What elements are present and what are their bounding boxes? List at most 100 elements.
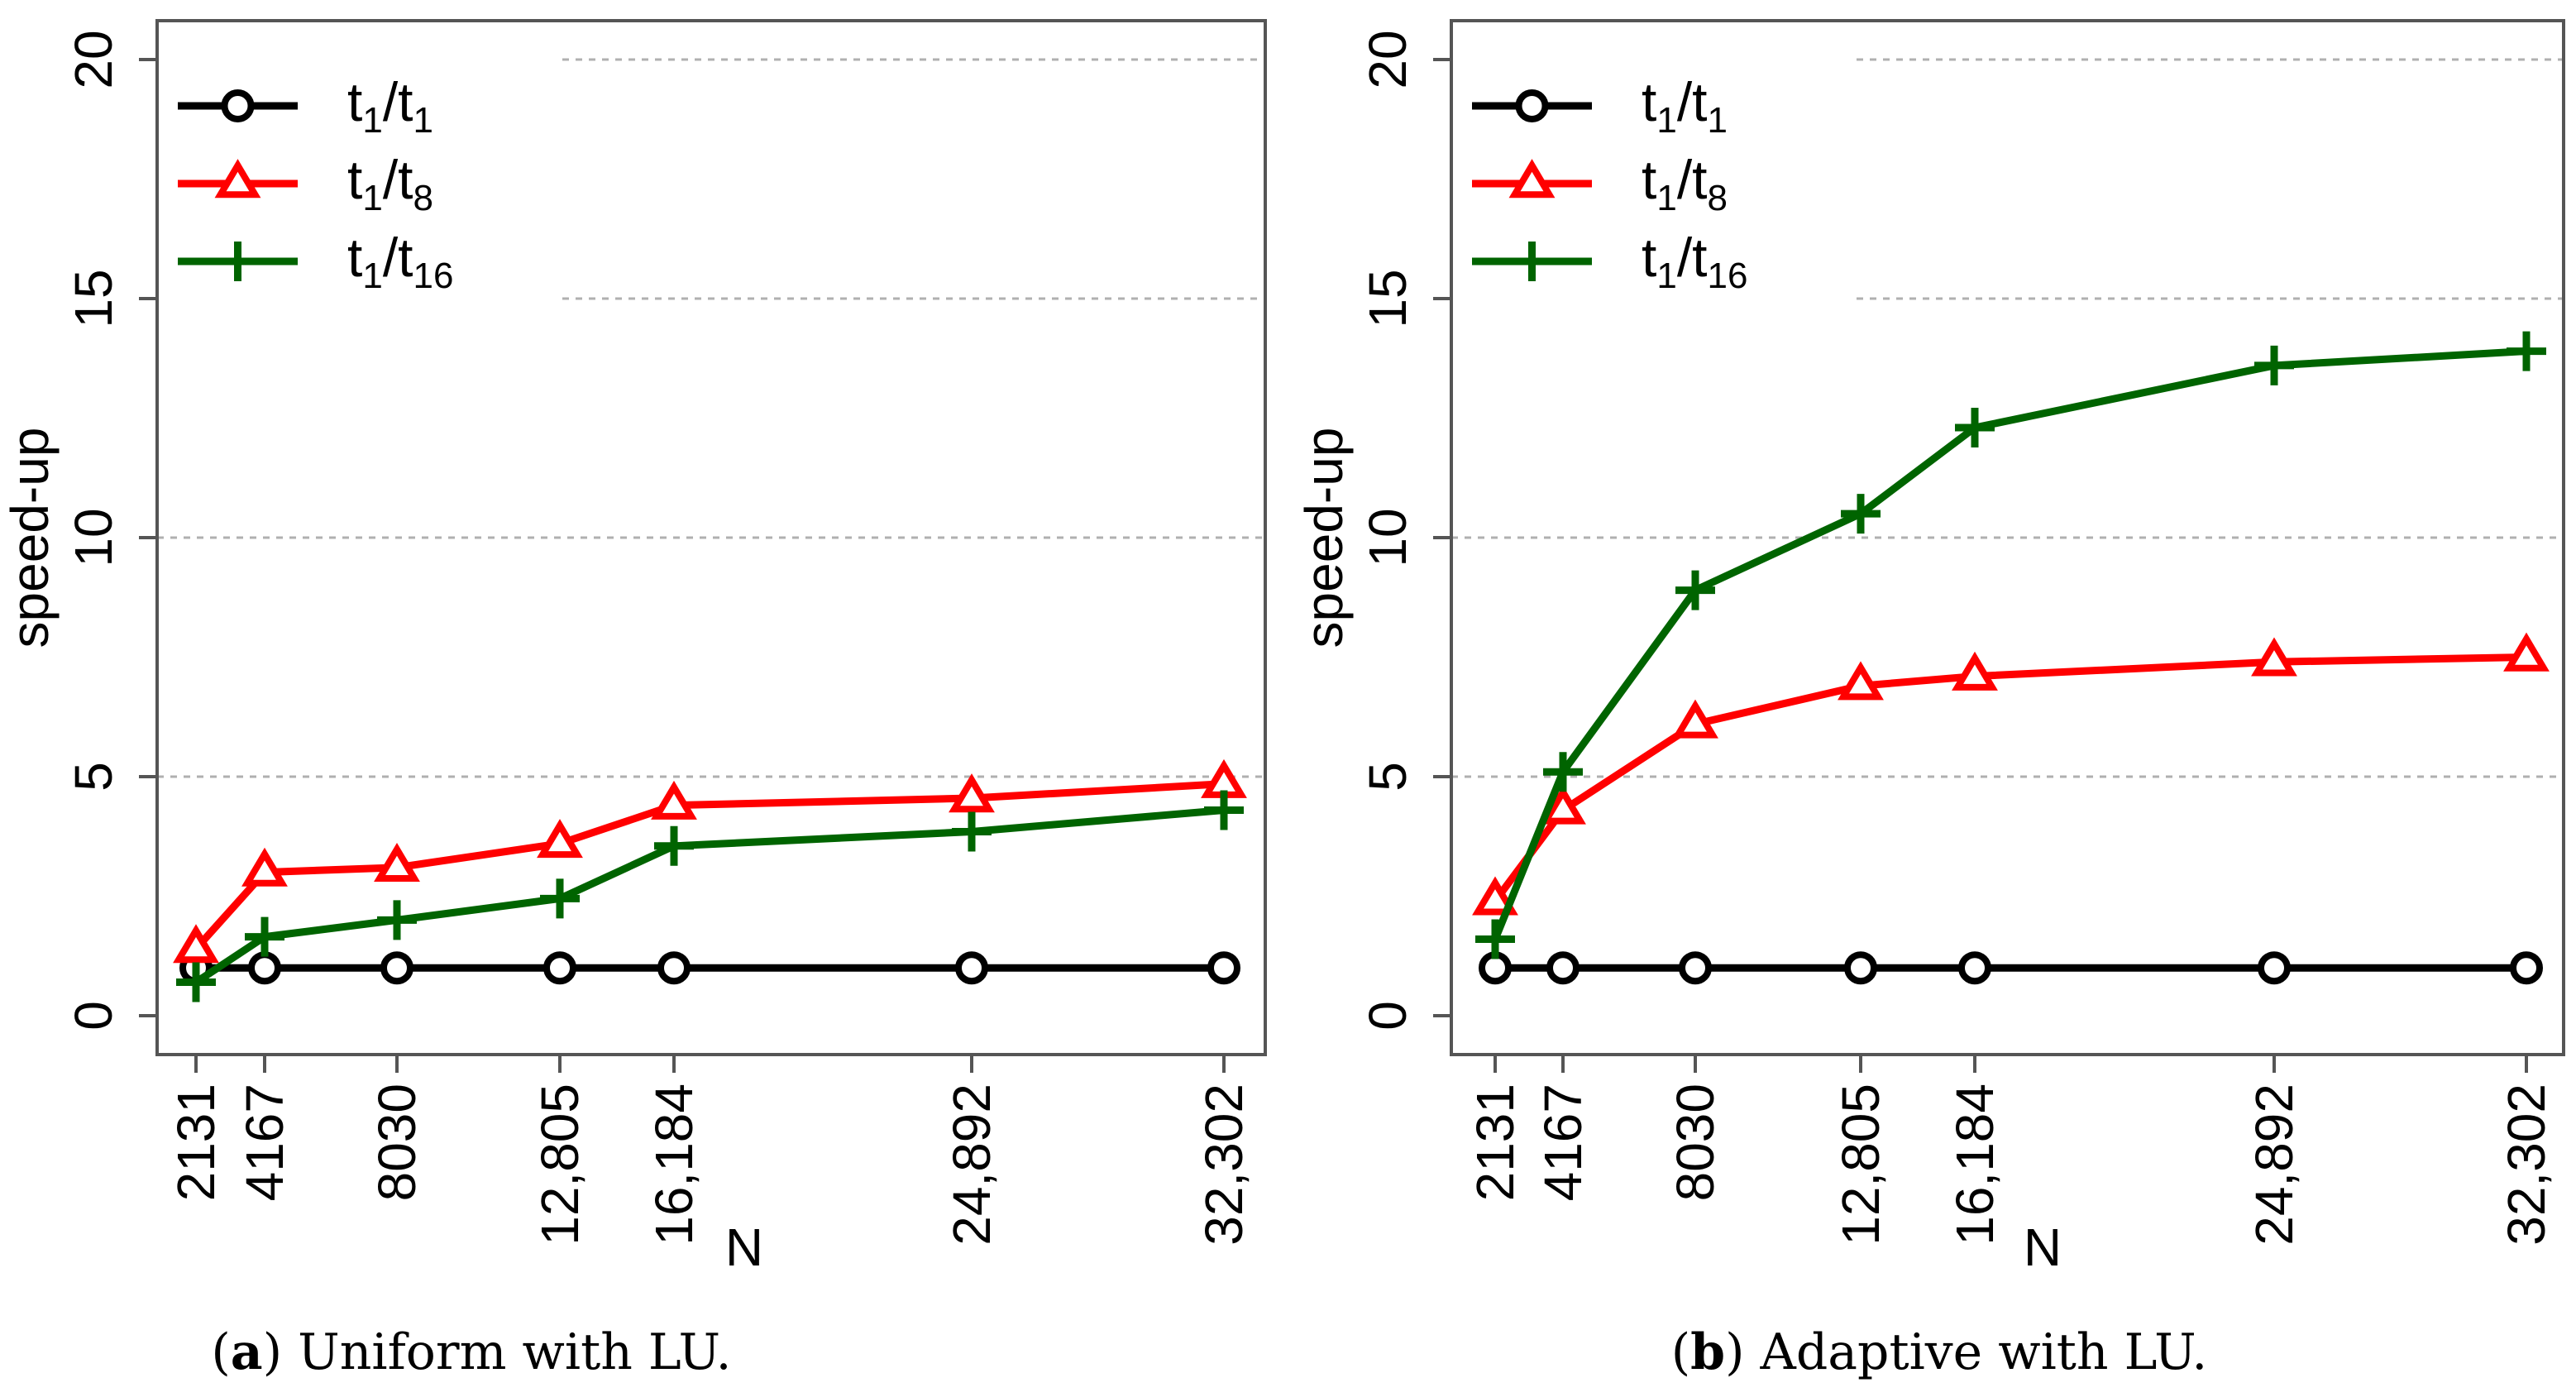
data-point-plus (952, 811, 992, 852)
legend-label-part: t (1692, 227, 1707, 288)
legend-label-part: t (398, 227, 413, 288)
legend-label-part: 1 (362, 256, 382, 296)
y-tick-label: 10 (1358, 508, 1417, 567)
legend-marker-plus (217, 242, 258, 281)
legend-label-part: t (347, 71, 362, 132)
x-tick-label: 16,184 (644, 1084, 704, 1246)
data-point-plus (1475, 919, 1515, 959)
data-point-circle (1844, 951, 1877, 985)
legend-marker-triangle (1508, 159, 1556, 199)
legend-label-part: 1 (1656, 256, 1676, 296)
caption-b-open-paren: ( (1671, 1323, 1690, 1381)
y-tick-label: 10 (64, 508, 123, 567)
legend-marker-circle (1515, 89, 1549, 122)
x-tick-label: 4167 (1533, 1084, 1593, 1201)
data-point-triangle (537, 819, 583, 859)
legend-label-part: t (347, 149, 362, 210)
data-point-circle (955, 951, 988, 985)
series-line-plus (1491, 347, 2527, 941)
x-tick-label: 24,892 (2244, 1084, 2304, 1246)
legend-label-part: t (398, 149, 413, 210)
y-tick-label: 5 (1358, 762, 1417, 792)
y-tick-label: 0 (1358, 1001, 1417, 1031)
series-line-triangle (1492, 653, 2527, 903)
legend-label-part: 1 (362, 178, 382, 218)
y-tick-label: 20 (64, 30, 123, 89)
y-tick-label: 0 (64, 1001, 123, 1031)
x-tick-label: 24,892 (942, 1084, 1001, 1246)
x-tick-label: 12,805 (1831, 1084, 1890, 1246)
data-point-triangle (1838, 661, 1884, 701)
data-point-circle (1958, 951, 1991, 985)
data-point-triangle (1540, 785, 1586, 825)
data-point-plus (1675, 570, 1715, 610)
y-tick-label: 5 (64, 762, 123, 792)
legend-label-part: t (1642, 71, 1656, 132)
legend-label-part: t (1692, 149, 1707, 210)
caption-a-close-paren: ) (263, 1323, 298, 1381)
x-tick-label: 32,302 (2497, 1084, 2556, 1246)
legend-label-part: 1 (1656, 178, 1676, 218)
data-point-circle (1546, 951, 1580, 985)
legend-label-part: 1 (1708, 100, 1728, 141)
caption-b-letter: b (1690, 1323, 1725, 1381)
legend-label-triangle: t1/t8 (1642, 149, 1728, 218)
x-axis-label: N (2024, 1218, 2062, 1277)
caption-b-close-paren: ) (1725, 1323, 1760, 1381)
caption-a: (a) Uniform with LU. (211, 1323, 731, 1381)
legend-marker-triangle (214, 159, 261, 199)
legend-label-plus: t1/t16 (1642, 227, 1747, 296)
data-point-triangle (949, 773, 995, 813)
data-point-circle (543, 951, 576, 985)
legend-label-part: t (398, 71, 413, 132)
data-point-triangle (374, 842, 420, 883)
data-point-triangle (2251, 637, 2297, 677)
x-axis-label: N (725, 1218, 763, 1277)
x-tick-label: 2131 (1465, 1084, 1525, 1201)
panel-a-uniform: 0 5 10 15 20 speed-up 2131 4167 8030 12,805 16,184… (0, 19, 1267, 1277)
legend-label-circle: t1/t1 (347, 71, 433, 141)
y-tick-label: 15 (1358, 269, 1417, 328)
legend-marker-circle (221, 89, 255, 122)
legend-label-part: / (383, 71, 399, 132)
caption-b-text: Adaptive with LU. (1760, 1323, 2208, 1381)
legend-label-part: t (1692, 71, 1707, 132)
legend-label-part: 1 (413, 100, 433, 141)
data-point-plus (1543, 752, 1583, 792)
y-axis-label: speed-up (1294, 428, 1354, 648)
caption-a-text: Uniform with LU. (298, 1323, 731, 1381)
x-tick-label: 4167 (235, 1084, 294, 1201)
data-point-plus (2254, 345, 2294, 385)
x-tick-label: 16,184 (1945, 1084, 2005, 1246)
data-point-plus (377, 900, 417, 940)
y-tick-label: 20 (1358, 30, 1417, 89)
legend-label-part: 1 (1656, 100, 1676, 141)
data-point-triangle (1472, 876, 1518, 916)
legend-label-part: / (1677, 149, 1693, 210)
legend-label-part: t (1642, 149, 1656, 210)
legend-label-part: 8 (1708, 178, 1728, 218)
legend-label-part: / (383, 149, 399, 210)
data-point-circle (380, 951, 413, 985)
x-tick-label: 2131 (166, 1084, 226, 1201)
data-point-plus (176, 962, 216, 1002)
x-tick-label: 32,302 (1194, 1084, 1254, 1246)
legend-label-part: / (383, 227, 399, 288)
data-point-triangle (1952, 651, 1998, 691)
legend-label-circle: t1/t1 (1642, 71, 1728, 141)
legend-label-triangle: t1/t8 (347, 149, 433, 218)
y-axis-label: speed-up (0, 428, 60, 648)
data-point-plus (1841, 494, 1881, 534)
x-tick-label: 12,805 (530, 1084, 590, 1246)
x-tick-label: 8030 (367, 1084, 427, 1201)
data-point-circle (2510, 951, 2543, 985)
legend-label-part: 8 (413, 178, 433, 218)
data-point-plus (2507, 331, 2546, 371)
data-point-circle (2258, 951, 2291, 985)
caption-a-open-paren: ( (211, 1323, 230, 1381)
series-line-plus (194, 806, 1225, 986)
y-tick-label: 15 (64, 269, 123, 328)
data-point-plus (245, 916, 284, 957)
data-point-triangle (1672, 699, 1718, 739)
